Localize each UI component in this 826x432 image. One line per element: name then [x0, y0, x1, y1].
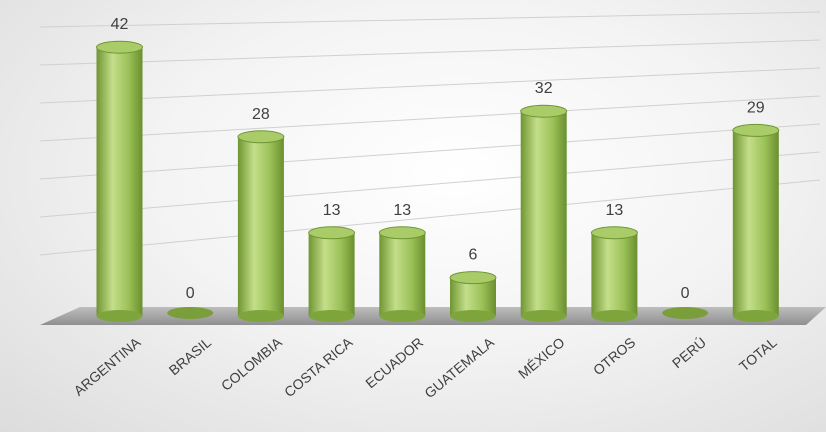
value-label: 0: [186, 285, 195, 302]
gridline: [39, 151, 821, 218]
bar: [662, 307, 709, 319]
gridlines: [39, 11, 821, 256]
gridline: [39, 39, 821, 66]
category-label: PERÚ: [669, 334, 709, 371]
chart-floor: [40, 307, 826, 325]
gridline: [39, 67, 821, 104]
category-label: COLOMBIA: [218, 334, 285, 394]
value-label: 6: [469, 247, 478, 264]
value-label: 13: [393, 202, 411, 219]
value-labels: 42 0 28 13 13 6 32 13 0 29: [111, 16, 765, 302]
value-label: 32: [535, 80, 553, 97]
category-label: MÉXICO: [515, 334, 568, 382]
bar: [520, 104, 568, 322]
gridline: [39, 95, 821, 142]
bar: [449, 271, 497, 322]
category-label: GUATEMALA: [421, 334, 497, 402]
category-label: BRASIL: [166, 334, 215, 378]
category-label: ARGENTINA: [71, 334, 144, 399]
bar: [167, 307, 214, 319]
bar: [308, 226, 356, 322]
gridline: [39, 123, 821, 180]
category-label: COSTA RICA: [281, 334, 356, 401]
bar: [732, 123, 780, 322]
value-label: 29: [747, 99, 765, 116]
gridline: [39, 179, 821, 256]
value-label: 13: [606, 202, 624, 219]
bars: [96, 40, 780, 322]
value-label: 0: [681, 285, 690, 302]
bar: [590, 226, 638, 322]
category-label: ECUADOR: [362, 334, 426, 391]
bar: [378, 226, 426, 322]
bar: [237, 130, 285, 322]
value-label: 28: [252, 106, 270, 123]
value-label: 42: [111, 16, 129, 33]
category-label: TOTAL: [736, 334, 780, 375]
value-label: 13: [323, 202, 341, 219]
gridline: [39, 11, 821, 28]
category-label: OTROS: [590, 334, 638, 378]
bar: [96, 40, 143, 322]
